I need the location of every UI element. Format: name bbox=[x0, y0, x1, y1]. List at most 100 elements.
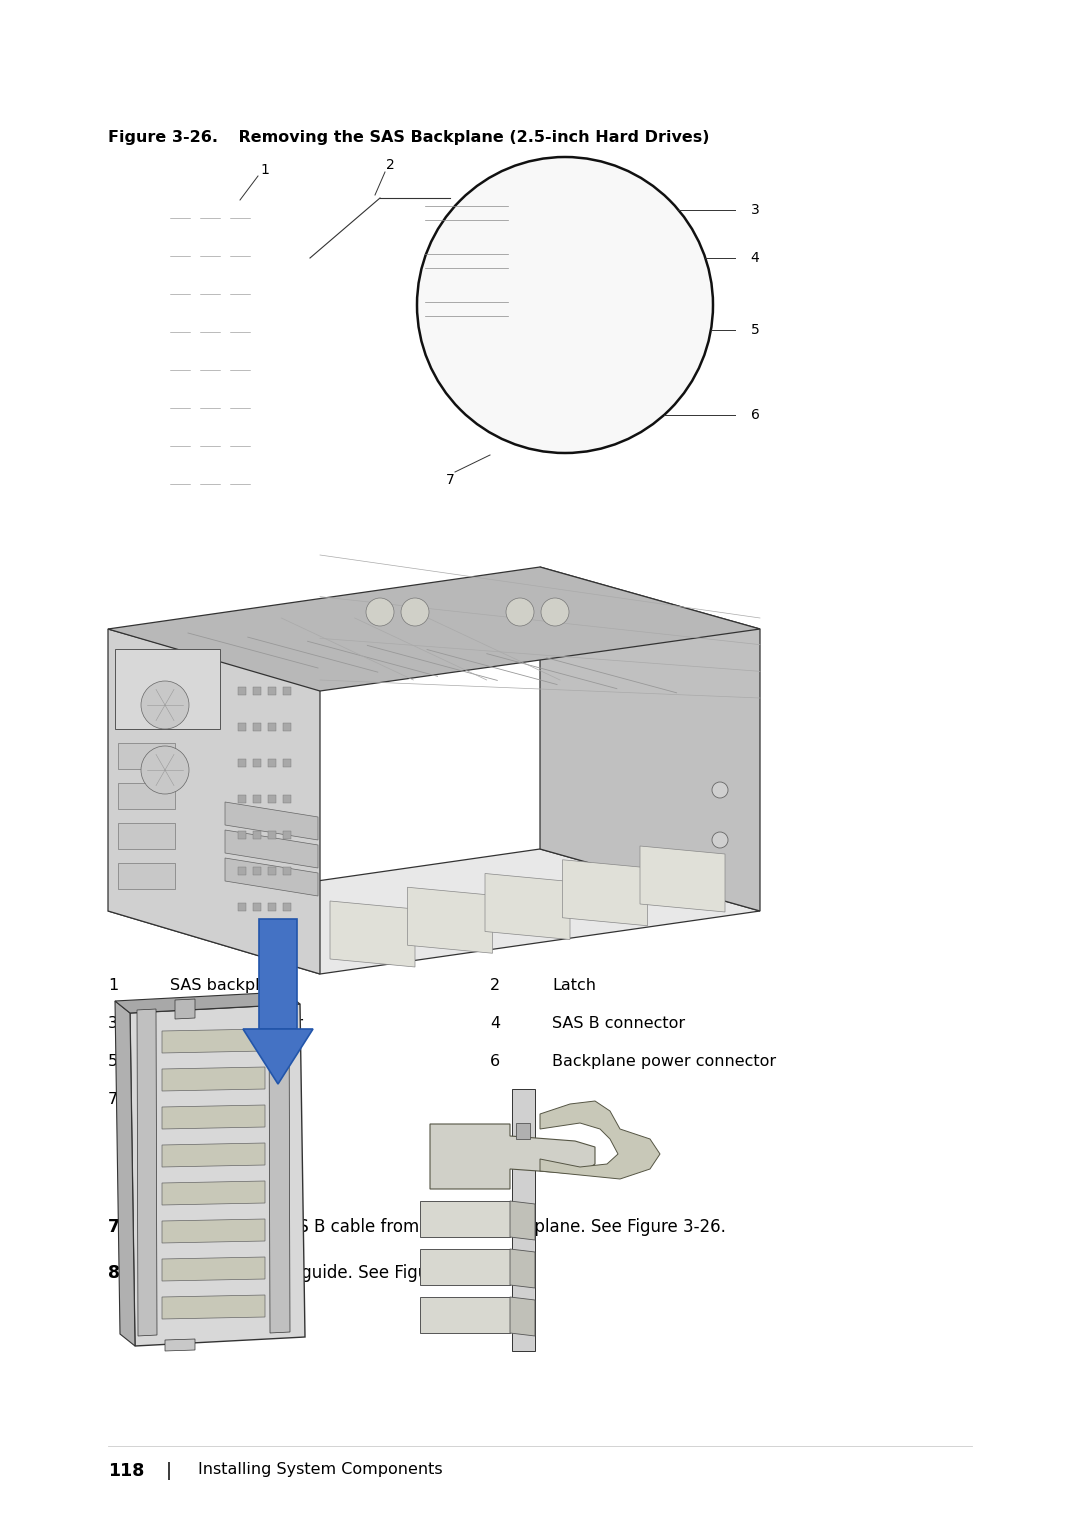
Circle shape bbox=[417, 157, 713, 453]
Text: 8: 8 bbox=[108, 1264, 120, 1281]
Polygon shape bbox=[118, 743, 175, 769]
Polygon shape bbox=[268, 867, 276, 875]
Polygon shape bbox=[108, 849, 760, 974]
Polygon shape bbox=[114, 1001, 135, 1346]
Text: 6: 6 bbox=[490, 1053, 500, 1069]
Polygon shape bbox=[238, 723, 246, 731]
Text: 3: 3 bbox=[751, 203, 759, 217]
Polygon shape bbox=[225, 803, 318, 839]
Polygon shape bbox=[108, 567, 760, 691]
Polygon shape bbox=[283, 795, 291, 803]
Text: Backplane power connector: Backplane power connector bbox=[552, 1053, 777, 1069]
Polygon shape bbox=[238, 904, 246, 911]
Polygon shape bbox=[407, 887, 492, 953]
Polygon shape bbox=[253, 867, 261, 875]
Polygon shape bbox=[118, 823, 175, 849]
Text: Cable guide: Cable guide bbox=[170, 1053, 266, 1069]
Text: 5: 5 bbox=[751, 323, 759, 336]
Text: 1: 1 bbox=[260, 164, 269, 177]
Polygon shape bbox=[268, 830, 276, 839]
Polygon shape bbox=[130, 1005, 305, 1346]
Polygon shape bbox=[510, 1200, 535, 1240]
Text: 118: 118 bbox=[108, 1462, 145, 1480]
Text: Installing System Components: Installing System Components bbox=[198, 1462, 443, 1477]
Polygon shape bbox=[162, 1105, 265, 1128]
Polygon shape bbox=[540, 567, 760, 911]
Polygon shape bbox=[283, 867, 291, 875]
Circle shape bbox=[541, 598, 569, 625]
Polygon shape bbox=[118, 783, 175, 809]
Polygon shape bbox=[243, 1029, 313, 1084]
Polygon shape bbox=[283, 904, 291, 911]
Circle shape bbox=[141, 680, 189, 729]
Polygon shape bbox=[238, 758, 246, 768]
Polygon shape bbox=[118, 664, 175, 690]
Polygon shape bbox=[253, 795, 261, 803]
Polygon shape bbox=[162, 1180, 265, 1205]
Text: Removing the SAS Backplane (2.5-inch Hard Drives): Removing the SAS Backplane (2.5-inch Har… bbox=[216, 130, 710, 145]
Text: 2: 2 bbox=[490, 979, 500, 992]
Polygon shape bbox=[283, 687, 291, 696]
Text: SAS B connector: SAS B connector bbox=[552, 1015, 685, 1031]
Polygon shape bbox=[108, 628, 320, 974]
Polygon shape bbox=[268, 687, 276, 696]
Polygon shape bbox=[510, 1297, 535, 1336]
Text: 4: 4 bbox=[751, 251, 759, 265]
Polygon shape bbox=[162, 1067, 265, 1092]
Polygon shape bbox=[114, 648, 220, 729]
Text: 2: 2 bbox=[386, 157, 394, 171]
Text: Latch: Latch bbox=[552, 979, 596, 992]
Polygon shape bbox=[238, 795, 246, 803]
Text: 1: 1 bbox=[108, 979, 118, 992]
Polygon shape bbox=[259, 919, 297, 1029]
Text: 7: 7 bbox=[108, 1092, 118, 1107]
Polygon shape bbox=[420, 1297, 510, 1333]
Polygon shape bbox=[253, 723, 261, 731]
Polygon shape bbox=[516, 1122, 530, 1139]
Polygon shape bbox=[563, 859, 648, 925]
Text: 7: 7 bbox=[446, 472, 455, 488]
Polygon shape bbox=[268, 723, 276, 731]
Polygon shape bbox=[137, 1009, 157, 1336]
Polygon shape bbox=[238, 687, 246, 696]
Polygon shape bbox=[269, 1006, 291, 1333]
Polygon shape bbox=[253, 758, 261, 768]
Text: Remove the cable guide. See Figure 3-26.: Remove the cable guide. See Figure 3-26. bbox=[146, 1264, 494, 1281]
Polygon shape bbox=[253, 687, 261, 696]
Text: SAS A connector: SAS A connector bbox=[170, 1015, 303, 1031]
Polygon shape bbox=[114, 992, 300, 1014]
Polygon shape bbox=[253, 904, 261, 911]
Polygon shape bbox=[430, 1124, 595, 1190]
Text: |: | bbox=[166, 1462, 172, 1480]
Polygon shape bbox=[283, 758, 291, 768]
Polygon shape bbox=[540, 1101, 660, 1179]
Polygon shape bbox=[485, 873, 570, 939]
Text: 3: 3 bbox=[108, 1015, 118, 1031]
Text: 6: 6 bbox=[751, 408, 759, 422]
Polygon shape bbox=[162, 1295, 265, 1320]
Circle shape bbox=[712, 832, 728, 849]
Polygon shape bbox=[238, 867, 246, 875]
Text: SAS backplane: SAS backplane bbox=[170, 979, 289, 992]
Polygon shape bbox=[253, 830, 261, 839]
Circle shape bbox=[401, 598, 429, 625]
Polygon shape bbox=[283, 830, 291, 839]
Polygon shape bbox=[225, 830, 318, 868]
Text: Disconnect the SAS B cable from the SAS backplane. See Figure 3-26.: Disconnect the SAS B cable from the SAS … bbox=[146, 1219, 726, 1235]
Polygon shape bbox=[420, 1249, 510, 1284]
Polygon shape bbox=[162, 1219, 265, 1243]
Polygon shape bbox=[283, 723, 291, 731]
Polygon shape bbox=[162, 1144, 265, 1167]
Polygon shape bbox=[118, 862, 175, 888]
Polygon shape bbox=[238, 830, 246, 839]
Polygon shape bbox=[225, 858, 318, 896]
Polygon shape bbox=[330, 901, 415, 966]
Polygon shape bbox=[268, 795, 276, 803]
Polygon shape bbox=[640, 846, 725, 911]
Polygon shape bbox=[162, 1257, 265, 1281]
Polygon shape bbox=[175, 998, 195, 1018]
Text: 4: 4 bbox=[490, 1015, 500, 1031]
Polygon shape bbox=[420, 1200, 510, 1237]
Polygon shape bbox=[118, 703, 175, 729]
Circle shape bbox=[366, 598, 394, 625]
